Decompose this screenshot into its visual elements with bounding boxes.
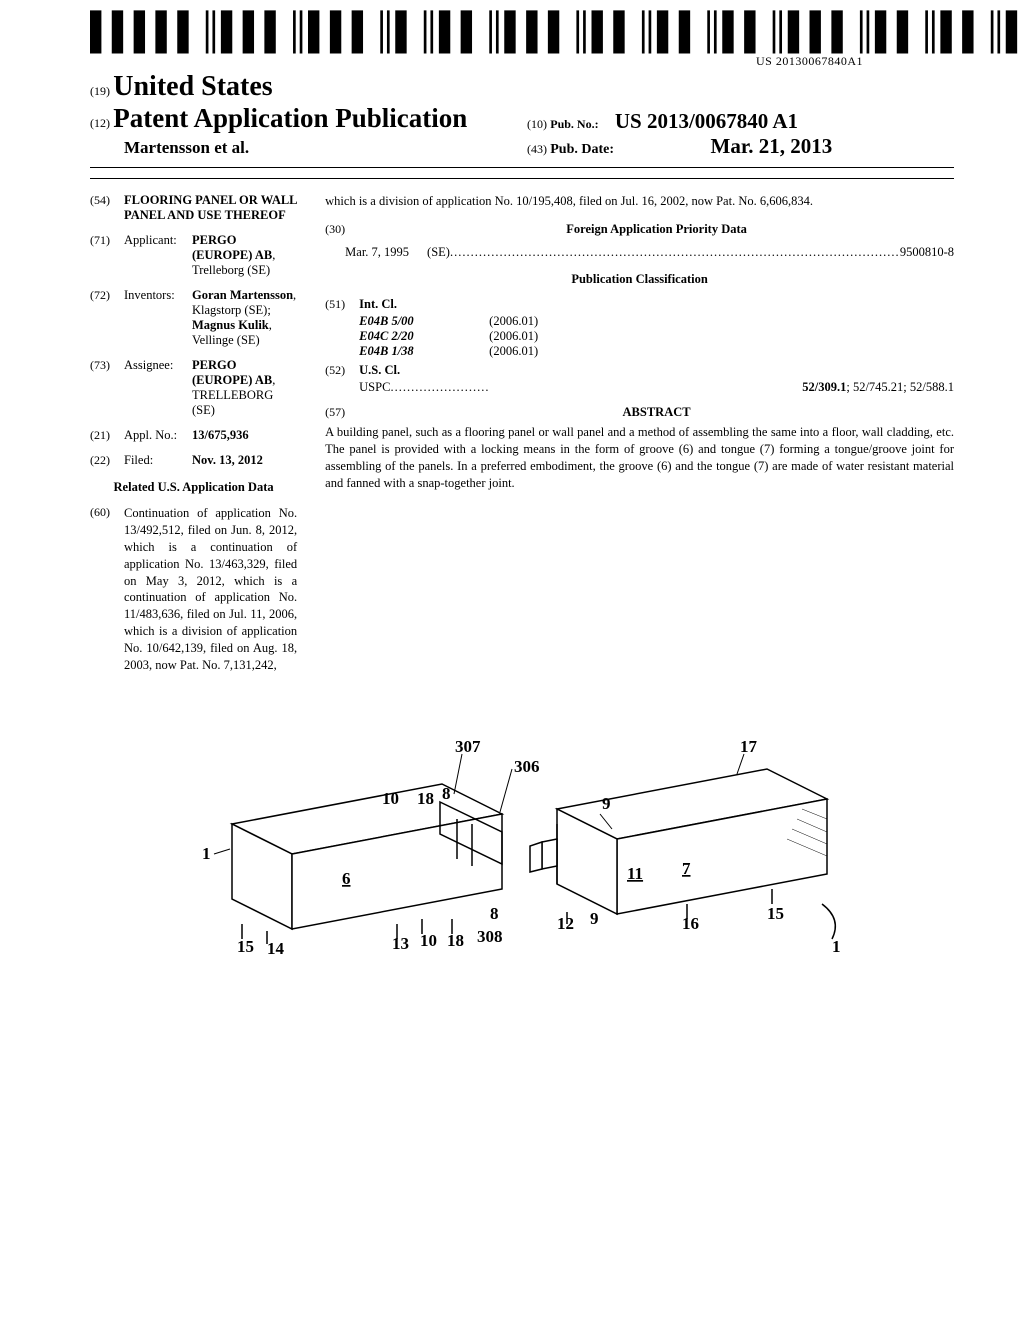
header: (19) United States (12) Patent Applicati…	[90, 71, 954, 159]
right-column: which is a division of application No. 1…	[325, 193, 954, 684]
barcode-area: ▌▌▌▌▌║▌▌▌║▌▌▌║▌║▌▌║▌▌▌║▌▌║▌▌║▌▌║▌▌▌║▌▌║▌…	[90, 20, 954, 69]
dotfill-uspc	[390, 380, 490, 395]
intcl-label: Int. Cl.	[359, 297, 954, 312]
fig-label-15a: 15	[237, 937, 254, 956]
fig-label-307: 307	[455, 737, 481, 756]
fig-label-1b: 1	[832, 937, 841, 956]
code-12: (12)	[90, 116, 110, 130]
code-21: (21)	[90, 428, 124, 443]
applno-value: 13/675,936	[192, 428, 297, 443]
figure-area: 307 306 17 10 18 8 9 1 6 11 7 15 14 13 1…	[90, 724, 954, 968]
abstract-text: A building panel, such as a flooring pan…	[325, 424, 954, 492]
code-57: (57)	[325, 405, 359, 420]
foreign-priority-heading: Foreign Application Priority Data	[359, 222, 954, 237]
code-71: (71)	[90, 233, 124, 278]
patent-figure: 307 306 17 10 18 8 9 1 6 11 7 15 14 13 1…	[162, 724, 882, 964]
uscl-label: U.S. Cl.	[359, 363, 954, 378]
uspc-rest: ; 52/745.21; 52/588.1	[846, 380, 954, 394]
priority-date: Mar. 7, 1995	[345, 245, 409, 260]
fig-label-18: 18	[417, 789, 434, 808]
intcl-row-0: E04B 5/00(2006.01)	[359, 314, 954, 329]
divider-main	[90, 178, 954, 179]
code-22: (22)	[90, 453, 124, 468]
filed-label: Filed:	[124, 453, 192, 468]
intcl-row-2: E04B 1/38(2006.01)	[359, 344, 954, 359]
pubdate-label: Pub. Date:	[550, 142, 614, 157]
fig-label-8a: 8	[442, 784, 451, 803]
code-51: (51)	[325, 297, 359, 312]
dotfill	[450, 245, 900, 260]
code-43: (43)	[527, 142, 547, 156]
fig-label-7: 7	[682, 859, 691, 878]
fig-label-16: 16	[682, 914, 699, 933]
fig-label-9b: 9	[590, 909, 599, 928]
invention-title: FLOORING PANEL OR WALL PANEL AND USE THE…	[124, 193, 297, 223]
fig-label-18b: 18	[447, 931, 464, 950]
continuation-text: which is a division of application No. 1…	[325, 193, 954, 210]
left-column: (54) FLOORING PANEL OR WALL PANEL AND US…	[90, 193, 297, 684]
barcode-bars: ▌▌▌▌▌║▌▌▌║▌▌▌║▌║▌▌║▌▌▌║▌▌║▌▌║▌▌║▌▌▌║▌▌║▌…	[90, 20, 1024, 58]
inventors-label: Inventors:	[124, 288, 192, 348]
content-columns: (54) FLOORING PANEL OR WALL PANEL AND US…	[90, 193, 954, 684]
fig-label-14: 14	[267, 939, 285, 958]
applicant-value: PERGO (EUROPE) AB, Trelleborg (SE)	[192, 233, 297, 278]
fig-label-306: 306	[514, 757, 540, 776]
fig-label-11: 11	[627, 864, 643, 883]
fig-label-308: 308	[477, 927, 503, 946]
related-heading: Related U.S. Application Data	[90, 480, 297, 495]
code-54: (54)	[90, 193, 124, 223]
doc-type: Patent Application Publication	[113, 103, 467, 133]
fig-label-12: 12	[557, 914, 574, 933]
authors: Martensson et al.	[124, 138, 517, 158]
uspc-label: USPC	[359, 380, 390, 395]
fig-label-13: 13	[392, 934, 409, 953]
intcl-row-1: E04C 2/20(2006.01)	[359, 329, 954, 344]
related-text: Continuation of application No. 13/492,5…	[124, 505, 297, 674]
fig-label-15b: 15	[767, 904, 784, 923]
code-19: (19)	[90, 84, 110, 98]
fig-label-10b: 10	[420, 931, 437, 950]
priority-num: 9500810-8	[900, 245, 954, 260]
code-30: (30)	[325, 222, 359, 237]
fig-label-10: 10	[382, 789, 399, 808]
code-73: (73)	[90, 358, 124, 418]
applicant-label: Applicant:	[124, 233, 192, 278]
filed-value: Nov. 13, 2012	[192, 453, 297, 468]
country-title: United States	[113, 71, 272, 102]
code-72: (72)	[90, 288, 124, 348]
code-52: (52)	[325, 363, 359, 378]
pubno-label: Pub. No.:	[550, 117, 598, 131]
fig-label-9a: 9	[602, 794, 611, 813]
code-10: (10)	[527, 117, 547, 131]
fig-label-6: 6	[342, 869, 351, 888]
inventors-value: Goran Martensson, Klagstorp (SE); Magnus…	[192, 288, 297, 348]
abstract-heading: ABSTRACT	[359, 405, 954, 420]
assignee-label: Assignee:	[124, 358, 192, 418]
priority-cc: (SE)	[427, 245, 450, 260]
divider-top	[90, 167, 954, 168]
pub-date: Mar. 21, 2013	[711, 134, 833, 158]
applno-label: Appl. No.:	[124, 428, 192, 443]
fig-label-1a: 1	[202, 844, 211, 863]
pubclass-heading: Publication Classification	[325, 272, 954, 287]
priority-row: Mar. 7, 1995 (SE) 9500810-8	[345, 245, 954, 260]
code-60: (60)	[90, 505, 124, 674]
fig-label-17: 17	[740, 737, 758, 756]
uspc-bold: 52/309.1	[802, 380, 846, 394]
fig-label-8b: 8	[490, 904, 499, 923]
assignee-value: PERGO (EUROPE) AB, TRELLEBORG (SE)	[192, 358, 297, 418]
pub-number: US 2013/0067840 A1	[615, 109, 798, 133]
